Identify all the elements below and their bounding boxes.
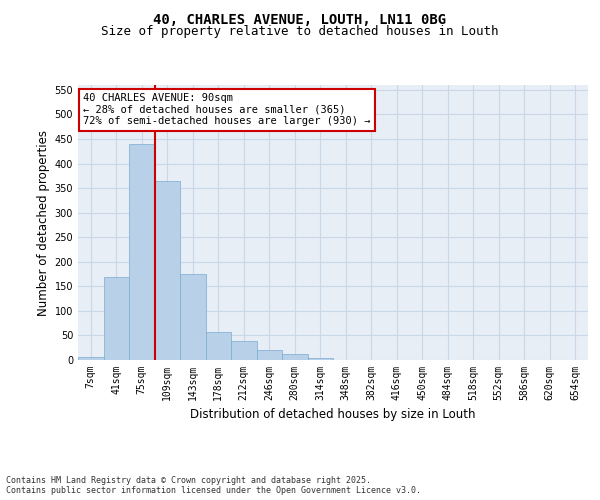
Bar [205, 332, 231, 360]
Bar [308, 358, 333, 360]
Y-axis label: Number of detached properties: Number of detached properties [37, 130, 50, 316]
Text: 40 CHARLES AVENUE: 90sqm
← 28% of detached houses are smaller (365)
72% of semi-: 40 CHARLES AVENUE: 90sqm ← 28% of detach… [83, 93, 371, 126]
Text: 40, CHARLES AVENUE, LOUTH, LN11 0BG: 40, CHARLES AVENUE, LOUTH, LN11 0BG [154, 12, 446, 26]
Bar [104, 276, 129, 360]
Bar [155, 181, 180, 360]
Text: Size of property relative to detached houses in Louth: Size of property relative to detached ho… [101, 25, 499, 38]
Bar [78, 356, 104, 360]
Bar [180, 274, 205, 360]
Bar [257, 350, 282, 360]
Text: Contains HM Land Registry data © Crown copyright and database right 2025.
Contai: Contains HM Land Registry data © Crown c… [6, 476, 421, 495]
Bar [282, 354, 308, 360]
Bar [129, 144, 155, 360]
Bar [231, 342, 257, 360]
X-axis label: Distribution of detached houses by size in Louth: Distribution of detached houses by size … [190, 408, 476, 422]
